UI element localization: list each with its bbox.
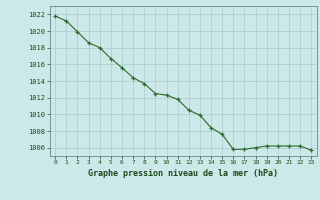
X-axis label: Graphe pression niveau de la mer (hPa): Graphe pression niveau de la mer (hPa) (88, 169, 278, 178)
